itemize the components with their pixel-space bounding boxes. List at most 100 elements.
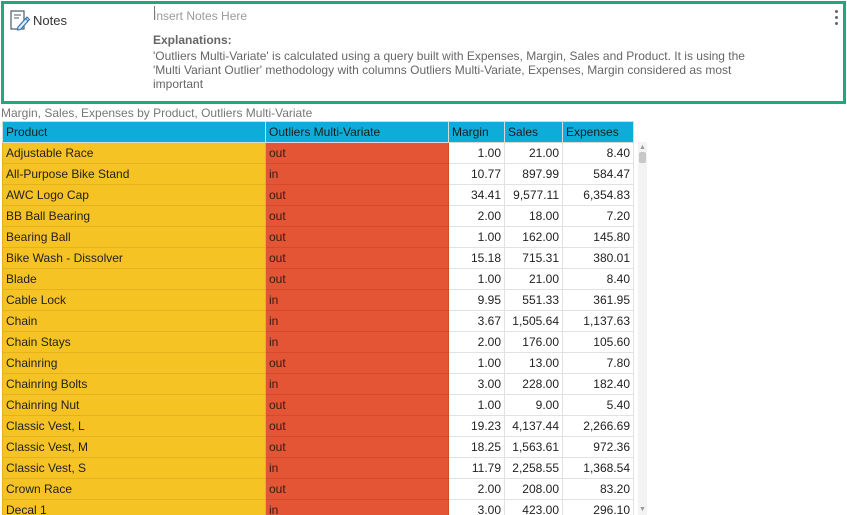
cell-margin[interactable]: 2.00 (448, 331, 505, 353)
cell-sales[interactable]: 2,258.55 (504, 457, 563, 479)
cell-sales[interactable]: 4,137.44 (504, 415, 563, 437)
cell-outlier[interactable]: in (265, 289, 449, 311)
cell-outlier[interactable]: in (265, 163, 449, 185)
cell-expenses[interactable]: 1,368.54 (562, 457, 634, 479)
cell-expenses[interactable]: 2,266.69 (562, 415, 634, 437)
cell-margin[interactable]: 1.00 (448, 394, 505, 416)
table-row[interactable]: Crown Race out 2.00 208.00 83.20 (2, 478, 634, 500)
cell-sales[interactable]: 208.00 (504, 478, 563, 500)
cell-margin[interactable]: 34.41 (448, 184, 505, 206)
cell-margin[interactable]: 3.00 (448, 499, 505, 515)
table-row[interactable]: Blade out 1.00 21.00 8.40 (2, 268, 634, 290)
table-row[interactable]: Chainring out 1.00 13.00 7.80 (2, 352, 634, 374)
cell-outlier[interactable]: out (265, 142, 449, 164)
cell-expenses[interactable]: 5.40 (562, 394, 634, 416)
cell-product[interactable]: Classic Vest, S (2, 457, 266, 479)
cell-margin[interactable]: 3.67 (448, 310, 505, 332)
cell-sales[interactable]: 9,577.11 (504, 184, 563, 206)
cell-margin[interactable]: 10.77 (448, 163, 505, 185)
cell-expenses[interactable]: 7.80 (562, 352, 634, 374)
column-header-expenses[interactable]: Expenses (562, 121, 634, 143)
cell-product[interactable]: Chain (2, 310, 266, 332)
cell-margin[interactable]: 1.00 (448, 142, 505, 164)
cell-expenses[interactable]: 6,354.83 (562, 184, 634, 206)
scrollbar-thumb[interactable] (639, 152, 646, 163)
cell-outlier[interactable]: out (265, 394, 449, 416)
cell-sales[interactable]: 551.33 (504, 289, 563, 311)
cell-expenses[interactable]: 145.80 (562, 226, 634, 248)
table-row[interactable]: Decal 1 in 3.00 423.00 296.10 (2, 499, 634, 515)
cell-margin[interactable]: 2.00 (448, 205, 505, 227)
cell-sales[interactable]: 9.00 (504, 394, 563, 416)
cell-product[interactable]: Crown Race (2, 478, 266, 500)
cell-product[interactable]: Chainring (2, 352, 266, 374)
scroll-down-icon[interactable]: ▼ (639, 506, 646, 513)
cell-sales[interactable]: 715.31 (504, 247, 563, 269)
cell-margin[interactable]: 1.00 (448, 268, 505, 290)
cell-sales[interactable]: 21.00 (504, 142, 563, 164)
cell-product[interactable]: Classic Vest, L (2, 415, 266, 437)
column-header-product[interactable]: Product (2, 121, 266, 143)
notes-input[interactable]: Insert Notes Here (153, 9, 248, 23)
cell-product[interactable]: Bearing Ball (2, 226, 266, 248)
cell-margin[interactable]: 3.00 (448, 373, 505, 395)
cell-outlier[interactable]: out (265, 478, 449, 500)
cell-outlier[interactable]: in (265, 373, 449, 395)
column-header-outliers[interactable]: Outliers Multi-Variate (265, 121, 449, 143)
table-row[interactable]: Adjustable Race out 1.00 21.00 8.40 (2, 142, 634, 164)
table-row[interactable]: Cable Lock in 9.95 551.33 361.95 (2, 289, 634, 311)
cell-margin[interactable]: 18.25 (448, 436, 505, 458)
cell-margin[interactable]: 1.00 (448, 226, 505, 248)
table-row[interactable]: Bike Wash - Dissolver out 15.18 715.31 380.0… (2, 247, 634, 269)
cell-margin[interactable]: 2.00 (448, 478, 505, 500)
cell-outlier[interactable]: out (265, 247, 449, 269)
cell-expenses[interactable]: 105.60 (562, 331, 634, 353)
table-row[interactable]: BB Ball Bearing out 2.00 18.00 7.20 (2, 205, 634, 227)
cell-sales[interactable]: 18.00 (504, 205, 563, 227)
cell-product[interactable]: Bike Wash - Dissolver (2, 247, 266, 269)
cell-expenses[interactable]: 8.40 (562, 268, 634, 290)
cell-expenses[interactable]: 182.40 (562, 373, 634, 395)
cell-product[interactable]: All-Purpose Bike Stand (2, 163, 266, 185)
cell-outlier[interactable]: out (265, 352, 449, 374)
cell-sales[interactable]: 423.00 (504, 499, 563, 515)
cell-product[interactable]: BB Ball Bearing (2, 205, 266, 227)
cell-expenses[interactable]: 7.20 (562, 205, 634, 227)
cell-outlier[interactable]: in (265, 331, 449, 353)
column-header-margin[interactable]: Margin (448, 121, 505, 143)
cell-sales[interactable]: 162.00 (504, 226, 563, 248)
table-row[interactable]: Chain Stays in 2.00 176.00 105.60 (2, 331, 634, 353)
cell-sales[interactable]: 897.99 (504, 163, 563, 185)
cell-outlier[interactable]: in (265, 457, 449, 479)
table-row[interactable]: Chainring Nut out 1.00 9.00 5.40 (2, 394, 634, 416)
cell-margin[interactable]: 19.23 (448, 415, 505, 437)
column-header-sales[interactable]: Sales (504, 121, 563, 143)
cell-product[interactable]: Chain Stays (2, 331, 266, 353)
cell-outlier[interactable]: out (265, 205, 449, 227)
cell-product[interactable]: AWC Logo Cap (2, 184, 266, 206)
vertical-scrollbar[interactable]: ▲ ▼ (638, 142, 647, 515)
cell-outlier[interactable]: out (265, 226, 449, 248)
cell-sales[interactable]: 176.00 (504, 331, 563, 353)
cell-sales[interactable]: 21.00 (504, 268, 563, 290)
cell-margin[interactable]: 1.00 (448, 352, 505, 374)
cell-outlier[interactable]: out (265, 268, 449, 290)
more-options-icon[interactable] (833, 10, 839, 28)
cell-product[interactable]: Decal 1 (2, 499, 266, 515)
table-row[interactable]: AWC Logo Cap out 34.41 9,577.11 6,354.83 (2, 184, 634, 206)
cell-outlier[interactable]: in (265, 310, 449, 332)
table-row[interactable]: Chain in 3.67 1,505.64 1,137.63 (2, 310, 634, 332)
cell-product[interactable]: Blade (2, 268, 266, 290)
cell-outlier[interactable]: out (265, 415, 449, 437)
cell-expenses[interactable]: 1,137.63 (562, 310, 634, 332)
cell-outlier[interactable]: in (265, 499, 449, 515)
cell-expenses[interactable]: 380.01 (562, 247, 634, 269)
table-row[interactable]: Bearing Ball out 1.00 162.00 145.80 (2, 226, 634, 248)
cell-sales[interactable]: 228.00 (504, 373, 563, 395)
cell-sales[interactable]: 1,563.61 (504, 436, 563, 458)
cell-product[interactable]: Chainring Bolts (2, 373, 266, 395)
cell-outlier[interactable]: out (265, 184, 449, 206)
cell-margin[interactable]: 11.79 (448, 457, 505, 479)
